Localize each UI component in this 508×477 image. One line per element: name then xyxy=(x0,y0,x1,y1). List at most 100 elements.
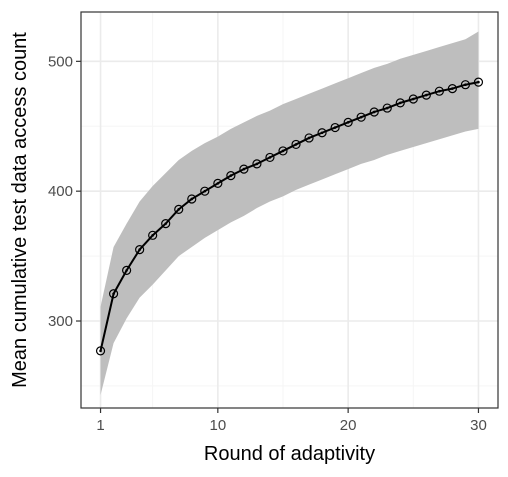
data-point-ring xyxy=(473,77,484,87)
data-point-ring xyxy=(369,107,379,117)
data-point xyxy=(356,112,366,122)
data-point-ring xyxy=(122,265,132,275)
data-point-dot xyxy=(216,182,220,185)
data-point-ring xyxy=(95,346,106,356)
data-point-ring xyxy=(460,80,471,90)
data-point-dot xyxy=(138,248,141,251)
data-point-ring xyxy=(395,98,405,108)
confidence-band-layer xyxy=(100,31,479,396)
data-point-dot xyxy=(372,110,376,114)
data-point xyxy=(447,84,457,94)
data-point xyxy=(135,245,145,255)
data-point-ring xyxy=(330,122,340,133)
data-point xyxy=(421,90,431,100)
data-point xyxy=(278,146,288,156)
mean-line xyxy=(99,81,479,352)
data-point xyxy=(200,186,210,196)
data-point-dot xyxy=(190,197,194,201)
data-point xyxy=(291,139,301,150)
data-point-dot xyxy=(451,87,454,90)
data-point xyxy=(122,265,132,275)
data-point xyxy=(317,128,327,138)
tick-labels-layer: 1 10 20 30 300 400 500 xyxy=(48,53,487,434)
data-point-ring xyxy=(187,194,197,204)
data-point xyxy=(174,204,184,214)
data-point xyxy=(395,98,405,108)
data-point-ring xyxy=(252,159,262,169)
data-point xyxy=(213,178,223,188)
data-point-ring xyxy=(213,178,223,188)
y-tick-label: 400 xyxy=(48,183,73,200)
y-tick-label: 300 xyxy=(48,313,73,330)
data-point-ring xyxy=(239,164,249,174)
data-point xyxy=(239,164,249,174)
data-points-layer xyxy=(95,77,484,356)
data-point-ring xyxy=(382,103,392,113)
panel-border xyxy=(80,11,499,409)
data-point-dot xyxy=(99,349,102,353)
data-point xyxy=(108,289,119,299)
data-point xyxy=(252,159,262,169)
y-tick-label: 500 xyxy=(48,53,73,70)
data-point xyxy=(330,122,340,133)
data-point-dot xyxy=(203,189,207,193)
data-point-ring xyxy=(161,219,171,229)
data-point-dot xyxy=(242,167,246,171)
x-tick-label: 20 xyxy=(340,417,357,434)
data-point-dot xyxy=(333,126,337,129)
data-point-dot xyxy=(151,234,154,237)
data-point-ring xyxy=(148,230,158,240)
data-point-dot xyxy=(425,93,428,97)
data-point-ring xyxy=(317,128,327,138)
data-point xyxy=(265,152,275,163)
x-tick-label: 30 xyxy=(470,417,487,434)
data-point-ring xyxy=(278,146,288,156)
data-point-ring xyxy=(343,117,353,127)
y-axis-title: Mean cumulative test data access count xyxy=(9,32,31,388)
data-point xyxy=(161,219,171,229)
confidence-band xyxy=(100,31,479,396)
data-point-ring xyxy=(135,245,145,255)
data-point-dot xyxy=(398,101,402,105)
data-point xyxy=(343,117,353,127)
data-point xyxy=(382,103,392,113)
data-point xyxy=(434,86,444,96)
data-point-dot xyxy=(464,83,467,87)
data-point-dot xyxy=(359,115,363,119)
data-point-ring xyxy=(108,289,119,299)
data-point-ring xyxy=(291,139,301,150)
data-point-ring xyxy=(447,84,457,94)
data-point-dot xyxy=(346,121,350,124)
data-point-ring xyxy=(434,86,444,96)
data-point-dot xyxy=(294,143,298,146)
data-point-dot xyxy=(112,292,115,296)
data-point-ring xyxy=(421,90,431,100)
x-tick-label: 1 xyxy=(96,417,104,434)
data-point-dot xyxy=(411,97,415,101)
data-point-dot xyxy=(477,80,480,84)
data-point xyxy=(304,133,314,143)
data-point xyxy=(226,170,236,181)
data-point xyxy=(148,230,158,240)
series-line-layer xyxy=(99,81,479,352)
data-point xyxy=(369,107,379,117)
data-point-ring xyxy=(265,152,275,163)
data-point-ring xyxy=(226,170,236,181)
data-point-dot xyxy=(385,106,389,110)
data-point xyxy=(95,346,106,356)
axis-ticks-layer xyxy=(76,60,480,413)
x-axis-title: Round of adaptivity xyxy=(204,443,375,465)
data-point xyxy=(460,80,471,90)
data-point-dot xyxy=(255,162,259,166)
data-point-dot xyxy=(125,269,128,272)
data-point xyxy=(473,77,484,87)
data-point-dot xyxy=(281,149,285,153)
data-point-dot xyxy=(164,222,168,225)
data-point-dot xyxy=(307,136,311,140)
data-point-ring xyxy=(408,94,418,104)
data-point-dot xyxy=(229,174,233,177)
data-point-dot xyxy=(177,208,181,211)
data-point-ring xyxy=(174,204,184,214)
